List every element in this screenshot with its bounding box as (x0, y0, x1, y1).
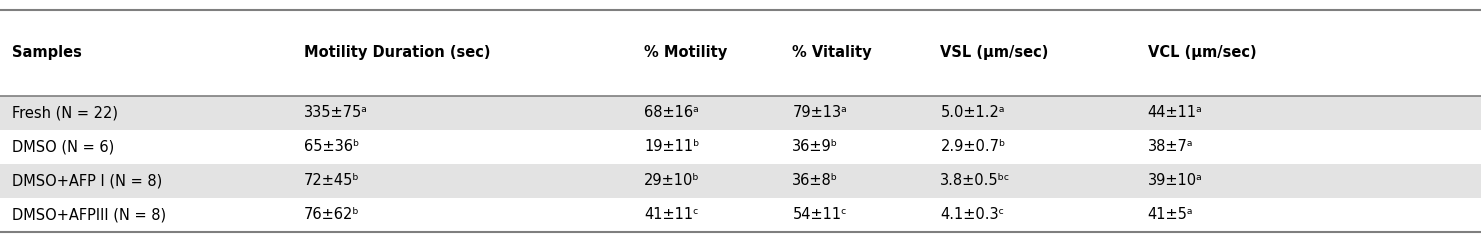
Bar (0, 164, 1481, 198)
Text: 68±16ᵃ: 68±16ᵃ (644, 105, 699, 120)
Text: 41±11ᶜ: 41±11ᶜ (644, 207, 699, 222)
Text: 54±11ᶜ: 54±11ᶜ (792, 207, 847, 222)
Text: % Vitality: % Vitality (792, 45, 872, 60)
Text: 3.8±0.5ᵇᶜ: 3.8±0.5ᵇᶜ (940, 173, 1010, 188)
Text: VSL (μm/sec): VSL (μm/sec) (940, 45, 1049, 60)
Text: 76±62ᵇ: 76±62ᵇ (304, 207, 360, 222)
Text: DMSO+AFPIII (N = 8): DMSO+AFPIII (N = 8) (12, 207, 166, 222)
Text: 5.0±1.2ᵃ: 5.0±1.2ᵃ (940, 105, 1006, 120)
Text: VCL (μm/sec): VCL (μm/sec) (1148, 45, 1256, 60)
Text: 41±5ᵃ: 41±5ᵃ (1148, 207, 1194, 222)
Text: 2.9±0.7ᵇ: 2.9±0.7ᵇ (940, 139, 1006, 154)
Text: 72±45ᵇ: 72±45ᵇ (304, 173, 360, 188)
Text: 36±8ᵇ: 36±8ᵇ (792, 173, 838, 188)
Text: Fresh (N = 22): Fresh (N = 22) (12, 105, 118, 120)
Text: 4.1±0.3ᶜ: 4.1±0.3ᶜ (940, 207, 1004, 222)
Text: 39±10ᵃ: 39±10ᵃ (1148, 173, 1203, 188)
Text: 65±36ᵇ: 65±36ᵇ (304, 139, 358, 154)
Text: 36±9ᵇ: 36±9ᵇ (792, 139, 838, 154)
Text: 44±11ᵃ: 44±11ᵃ (1148, 105, 1203, 120)
Text: Samples: Samples (12, 45, 81, 60)
Text: 29±10ᵇ: 29±10ᵇ (644, 173, 701, 188)
Text: 19±11ᵇ: 19±11ᵇ (644, 139, 699, 154)
Text: 335±75ᵃ: 335±75ᵃ (304, 105, 367, 120)
Text: % Motility: % Motility (644, 45, 727, 60)
Text: 38±7ᵃ: 38±7ᵃ (1148, 139, 1194, 154)
Text: 79±13ᵃ: 79±13ᵃ (792, 105, 847, 120)
Text: Motility Duration (sec): Motility Duration (sec) (304, 45, 490, 60)
Bar (0, 96, 1481, 130)
Text: DMSO+AFP I (N = 8): DMSO+AFP I (N = 8) (12, 173, 161, 188)
Text: DMSO (N = 6): DMSO (N = 6) (12, 139, 114, 154)
